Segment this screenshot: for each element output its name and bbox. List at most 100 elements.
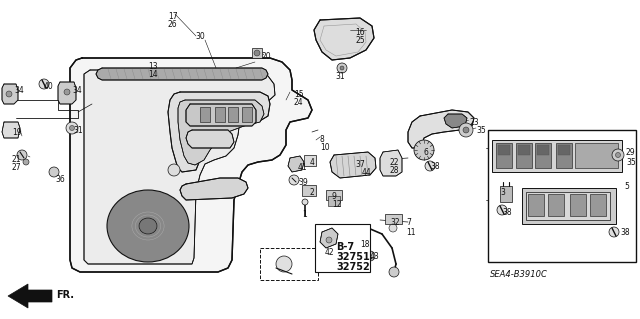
Bar bbox=[215, 107, 225, 122]
Bar bbox=[302, 185, 316, 196]
Text: 43: 43 bbox=[370, 252, 380, 261]
Bar bbox=[252, 48, 262, 58]
Text: 13: 13 bbox=[148, 62, 157, 71]
Polygon shape bbox=[444, 114, 467, 128]
Circle shape bbox=[23, 159, 29, 165]
Bar bbox=[315, 224, 370, 272]
Circle shape bbox=[612, 149, 624, 161]
Circle shape bbox=[326, 237, 332, 243]
Bar bbox=[528, 194, 544, 216]
Text: 2: 2 bbox=[310, 188, 315, 197]
Text: 44: 44 bbox=[362, 168, 372, 177]
Polygon shape bbox=[8, 284, 52, 308]
Text: FR.: FR. bbox=[56, 290, 74, 300]
Circle shape bbox=[6, 91, 12, 97]
Polygon shape bbox=[320, 228, 338, 248]
Circle shape bbox=[66, 122, 78, 134]
Text: 29: 29 bbox=[626, 148, 636, 157]
Bar bbox=[328, 196, 340, 206]
Bar bbox=[500, 186, 512, 202]
Circle shape bbox=[389, 267, 399, 277]
Text: 5: 5 bbox=[624, 182, 629, 191]
Bar bbox=[242, 107, 252, 122]
Text: 34: 34 bbox=[72, 86, 82, 95]
Polygon shape bbox=[314, 18, 374, 60]
Text: 18: 18 bbox=[360, 240, 369, 249]
Text: 32: 32 bbox=[390, 218, 399, 227]
Polygon shape bbox=[2, 122, 20, 138]
Circle shape bbox=[389, 224, 397, 232]
Text: 21: 21 bbox=[12, 155, 22, 164]
Text: 12: 12 bbox=[332, 200, 342, 209]
Circle shape bbox=[70, 125, 74, 130]
Polygon shape bbox=[330, 152, 376, 178]
Bar bbox=[590, 194, 606, 216]
Polygon shape bbox=[178, 100, 264, 165]
Bar bbox=[558, 145, 570, 155]
Text: 38: 38 bbox=[430, 162, 440, 171]
Bar bbox=[228, 107, 238, 122]
Text: 17: 17 bbox=[168, 12, 178, 21]
Polygon shape bbox=[168, 92, 270, 172]
Text: B-7: B-7 bbox=[336, 242, 354, 252]
Bar bbox=[556, 143, 572, 168]
Polygon shape bbox=[70, 58, 312, 272]
Circle shape bbox=[365, 251, 375, 261]
Circle shape bbox=[609, 227, 619, 237]
Text: 20: 20 bbox=[262, 52, 271, 61]
Text: 15: 15 bbox=[294, 90, 303, 99]
Text: 23: 23 bbox=[469, 118, 479, 127]
Circle shape bbox=[64, 89, 70, 95]
Text: 34: 34 bbox=[14, 86, 24, 95]
Bar bbox=[385, 214, 402, 224]
Polygon shape bbox=[186, 104, 256, 126]
Polygon shape bbox=[288, 156, 304, 172]
Text: 26: 26 bbox=[168, 20, 178, 29]
Text: 28: 28 bbox=[390, 166, 399, 175]
Polygon shape bbox=[2, 84, 18, 104]
Text: 35: 35 bbox=[476, 126, 486, 135]
Circle shape bbox=[276, 256, 292, 272]
Bar bbox=[326, 190, 342, 200]
Polygon shape bbox=[380, 150, 402, 176]
Circle shape bbox=[340, 66, 344, 70]
Text: 19: 19 bbox=[12, 128, 22, 137]
Ellipse shape bbox=[139, 218, 157, 234]
Bar bbox=[522, 188, 616, 224]
Polygon shape bbox=[84, 70, 275, 264]
Text: 31: 31 bbox=[73, 126, 83, 135]
Text: 1: 1 bbox=[302, 210, 307, 219]
Circle shape bbox=[168, 164, 180, 176]
Polygon shape bbox=[58, 82, 76, 104]
Text: 40: 40 bbox=[44, 82, 54, 91]
Circle shape bbox=[497, 205, 507, 215]
Bar bbox=[498, 145, 510, 155]
Text: 8: 8 bbox=[320, 135, 324, 144]
Text: 32752: 32752 bbox=[336, 262, 370, 272]
Text: 9: 9 bbox=[332, 192, 337, 201]
Bar bbox=[535, 143, 551, 168]
Circle shape bbox=[49, 167, 59, 177]
Text: 32751: 32751 bbox=[336, 252, 370, 262]
Bar bbox=[200, 107, 210, 122]
Circle shape bbox=[463, 127, 469, 133]
Bar bbox=[488, 130, 636, 262]
Text: 4: 4 bbox=[310, 158, 315, 167]
Ellipse shape bbox=[107, 190, 189, 262]
Text: 27: 27 bbox=[12, 163, 22, 172]
Bar bbox=[575, 143, 618, 168]
Bar bbox=[537, 145, 549, 155]
Circle shape bbox=[302, 199, 308, 205]
Text: 42: 42 bbox=[325, 248, 335, 257]
Circle shape bbox=[616, 152, 621, 158]
Circle shape bbox=[289, 175, 299, 185]
Text: 16: 16 bbox=[355, 28, 365, 37]
Polygon shape bbox=[408, 110, 474, 148]
Text: 22: 22 bbox=[390, 158, 399, 167]
Text: 14: 14 bbox=[148, 70, 157, 79]
Text: 35: 35 bbox=[626, 158, 636, 167]
Text: 38: 38 bbox=[502, 208, 511, 217]
Polygon shape bbox=[186, 130, 234, 148]
Text: 31: 31 bbox=[335, 72, 344, 81]
Circle shape bbox=[425, 161, 435, 171]
